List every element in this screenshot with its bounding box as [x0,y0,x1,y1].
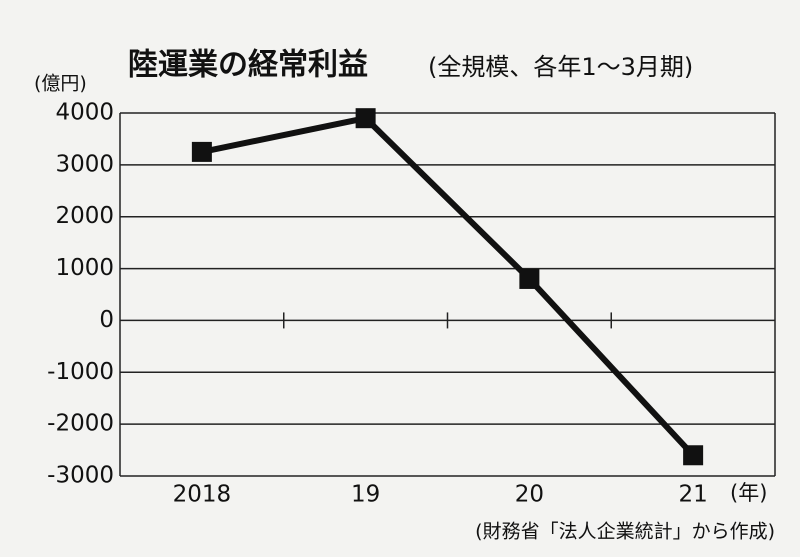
chart-title: 陸運業の経常利益 [128,48,368,83]
x-axis-unit: (年) [730,481,767,505]
y-tick-label: 4000 [55,100,114,126]
y-tick-label: 2000 [55,203,114,229]
chart-subtitle: (全規模、各年1～3月期) [428,53,693,81]
data-line [201,114,696,458]
y-tick-label: -2000 [47,411,114,437]
x-tick-label: 2018 [173,482,232,508]
data-marker [191,141,212,162]
y-tick-label: 0 [99,307,114,333]
data-marker [519,268,540,289]
y-tick-label: -3000 [47,463,114,489]
data-marker [683,445,704,466]
source-note: (財務省「法人企業統計」から作成) [475,521,775,543]
data-marker [355,108,376,129]
y-tick-label: 1000 [55,255,114,281]
x-tick-label: 20 [515,482,544,508]
y-tick-label: 3000 [55,151,114,177]
x-tick-label: 21 [678,482,707,508]
y-tick-label: -1000 [47,359,114,385]
y-axis-unit: (億円) [34,73,87,95]
x-tick-label: 19 [351,482,380,508]
